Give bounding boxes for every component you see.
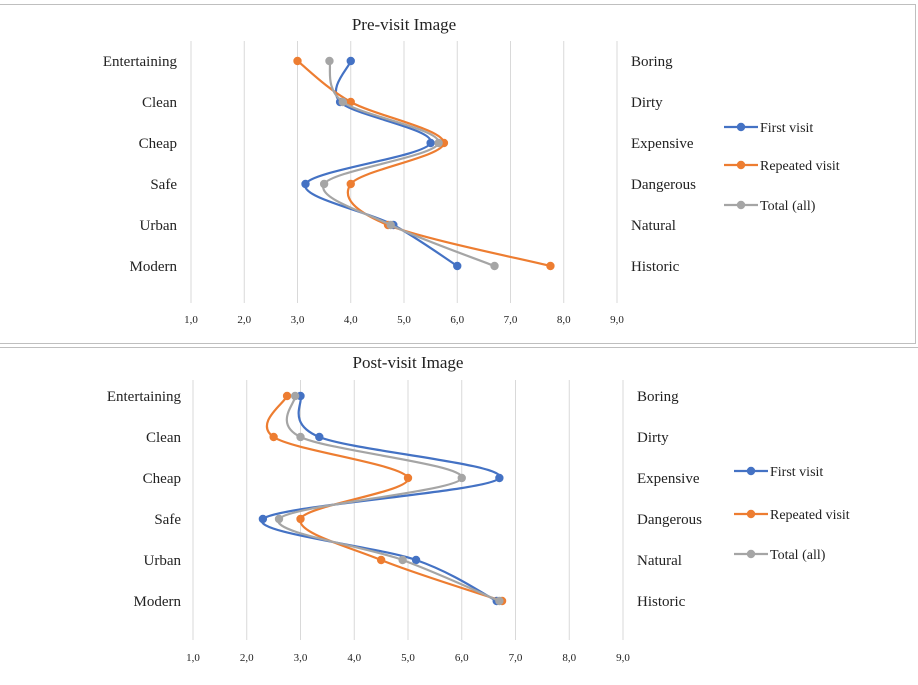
x-tick-label: 2,0 — [240, 652, 254, 664]
data-point — [495, 596, 504, 606]
x-tick-label: 5,0 — [401, 652, 415, 664]
data-point — [426, 138, 435, 148]
legend-marker — [736, 200, 746, 210]
x-tick-label: 5,0 — [397, 314, 411, 326]
pre-visit-chart: Pre-visit Image 1,0 2,0 3,0 4,0 5,0 6,0 7,0 8,0 9… — [103, 15, 840, 326]
data-point — [325, 56, 334, 66]
data-point — [301, 179, 310, 189]
right-category-label: Dangerous — [631, 177, 696, 193]
x-tick-label: 7,0 — [504, 314, 518, 326]
data-point — [293, 56, 302, 66]
data-point — [319, 179, 329, 189]
x-tick-label: 4,0 — [344, 314, 358, 326]
right-category-label: Dangerous — [637, 512, 702, 528]
left-category-label: Safe — [150, 177, 177, 193]
left-category-label: Cheap — [139, 136, 177, 152]
x-tick-label: 3,0 — [291, 314, 305, 326]
legend-label: Total (all) — [770, 548, 826, 563]
x-tick-label: 1,0 — [184, 314, 198, 326]
left-category-label: Clean — [142, 95, 177, 111]
legend-label: Repeated visit — [770, 508, 850, 523]
data-point — [315, 432, 324, 442]
right-category-label: Boring — [631, 54, 673, 70]
pre-visit-panel: Pre-visit Image 1,0 2,0 3,0 4,0 5,0 6,0 7,0 8,0 9… — [0, 4, 916, 344]
series-line — [296, 60, 551, 268]
left-category-label: Modern — [134, 594, 182, 610]
data-point — [453, 261, 462, 271]
data-point — [346, 56, 355, 66]
right-category-label: Dirty — [637, 430, 669, 446]
data-point — [274, 514, 284, 524]
legend-marker — [746, 509, 756, 519]
legend-label: Total (all) — [760, 199, 816, 214]
legend-marker — [736, 160, 746, 170]
legend-marker — [746, 549, 756, 559]
x-tick-label: 9,0 — [610, 314, 624, 326]
right-category-label: Expensive — [631, 136, 694, 152]
legend-marker — [736, 122, 746, 132]
x-tick-label: 6,0 — [455, 652, 469, 664]
data-point — [269, 432, 278, 442]
right-category-label: Expensive — [637, 471, 700, 487]
x-tick-label: 8,0 — [562, 652, 576, 664]
left-category-label: Cheap — [143, 471, 181, 487]
left-category-label: Urban — [144, 553, 182, 569]
data-point — [457, 473, 466, 483]
left-category-label: Entertaining — [103, 54, 178, 70]
x-tick-label: 8,0 — [557, 314, 571, 326]
x-tick-label: 2,0 — [237, 314, 251, 326]
data-point — [290, 391, 300, 401]
left-category-label: Urban — [140, 218, 178, 234]
right-category-label: Dirty — [631, 95, 663, 111]
chart-title: Post-visit Image — [353, 353, 464, 372]
legend-label: Repeated visit — [760, 159, 840, 174]
chart-title: Pre-visit Image — [352, 15, 456, 34]
series-line — [260, 395, 501, 602]
left-category-label: Modern — [130, 259, 178, 275]
data-point — [338, 97, 347, 107]
legend-label: First visit — [760, 121, 813, 136]
data-point — [411, 555, 421, 565]
data-point — [490, 261, 499, 271]
x-tick-label: 4,0 — [347, 652, 361, 664]
data-point — [282, 391, 292, 401]
data-point — [346, 179, 355, 189]
left-category-label: Safe — [154, 512, 181, 528]
right-category-label: Natural — [631, 218, 676, 234]
data-point — [296, 432, 305, 442]
data-point — [376, 555, 386, 565]
right-category-label: Historic — [637, 594, 686, 610]
left-category-label: Clean — [146, 430, 181, 446]
x-tick-label: 6,0 — [450, 314, 464, 326]
x-tick-label: 3,0 — [294, 652, 308, 664]
data-point — [495, 473, 504, 483]
data-point — [546, 261, 555, 271]
x-tick-label: 1,0 — [186, 652, 200, 664]
right-category-label: Historic — [631, 259, 680, 275]
x-tick-label: 9,0 — [616, 652, 630, 664]
right-category-label: Boring — [637, 389, 679, 405]
data-point — [296, 514, 305, 524]
data-point — [434, 138, 443, 148]
legend-label: First visit — [770, 465, 823, 480]
right-category-label: Natural — [637, 553, 682, 569]
left-category-label: Entertaining — [107, 389, 182, 405]
post-visit-panel: Post-visit Image 1,0 2,0 3,0 4,0 5,0 6,0 7,0 8,0… — [0, 347, 918, 679]
post-visit-chart: Post-visit Image 1,0 2,0 3,0 4,0 5,0 6,0 7,0 8,0… — [107, 353, 850, 664]
data-point — [258, 514, 268, 524]
legend-marker — [746, 466, 756, 476]
data-point — [403, 473, 413, 483]
x-tick-label: 7,0 — [509, 652, 523, 664]
data-point — [346, 97, 355, 107]
data-point — [398, 555, 407, 565]
data-point — [386, 220, 395, 230]
